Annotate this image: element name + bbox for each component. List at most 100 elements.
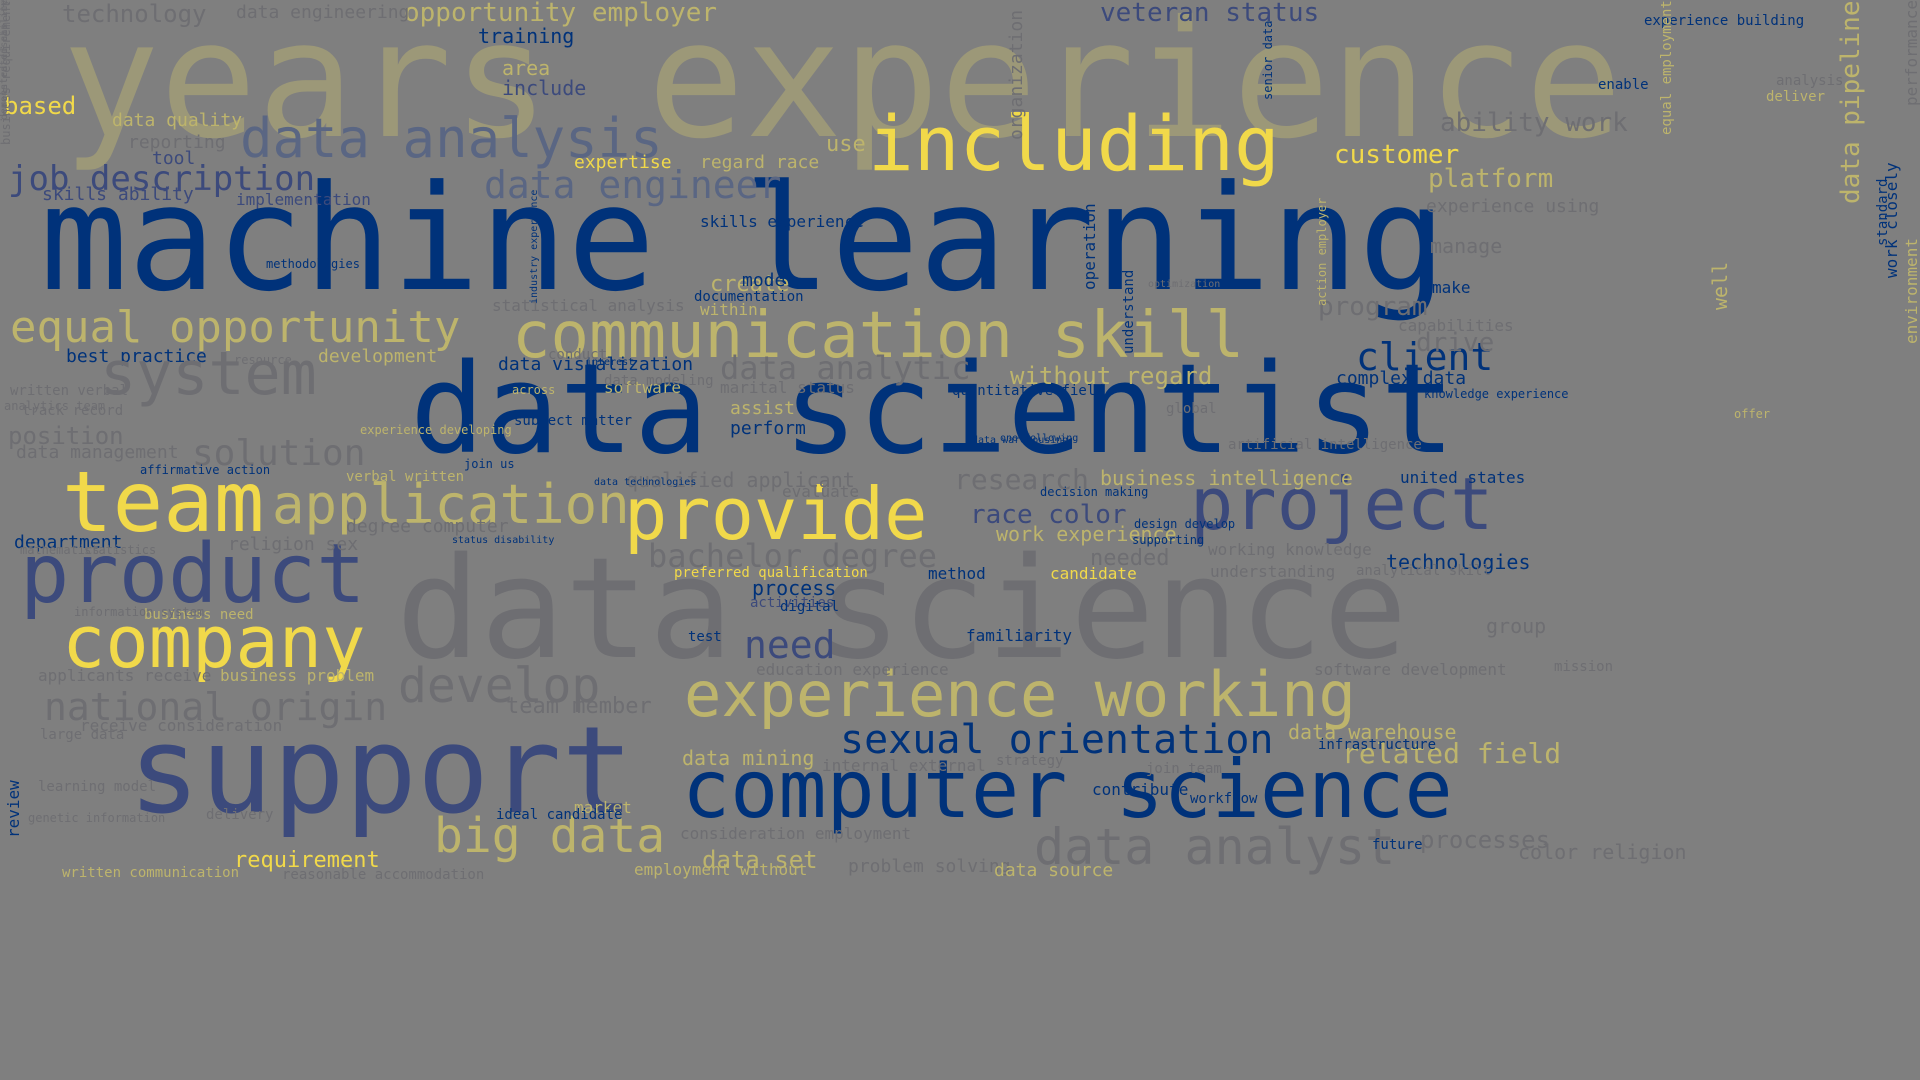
word-religion-sex: religion sex: [228, 534, 359, 555]
word-contribute: contribute: [1092, 780, 1189, 799]
word-process: process: [752, 576, 837, 600]
word-data-warehouse: data warehouse: [1288, 720, 1457, 744]
word-data-scientist: data scientist: [410, 338, 1456, 482]
word-well: well: [1708, 261, 1732, 310]
word-years-experience: years experience: [62, 0, 1623, 175]
word-development: development: [318, 346, 438, 367]
word-optimization: optimization: [1148, 279, 1221, 290]
word-future: future: [1372, 837, 1423, 853]
word-understand: understand: [1121, 269, 1137, 354]
word-data-set: data set: [702, 846, 818, 874]
word-data-analytic: data analytic: [720, 349, 971, 387]
word-affirmative-action: affirmative action: [140, 463, 271, 477]
word-project: project: [1190, 462, 1494, 546]
word-degree-computer: degree computer: [346, 516, 509, 537]
word-training: training: [478, 24, 575, 48]
word-offer: offer: [1734, 407, 1771, 421]
word-job-description: job description: [8, 159, 316, 199]
word-interest: interest: [586, 357, 635, 368]
word-machine-learning: machine learning: [40, 154, 1447, 324]
word-employment-without: employment without: [634, 860, 808, 879]
word-verbal-written: verbal written: [346, 469, 465, 485]
word-without-regard: without regard: [1010, 362, 1213, 390]
word-resource: resource: [234, 353, 292, 367]
word-bachelor-degree: bachelor degree: [648, 537, 937, 575]
word-method: method: [928, 564, 986, 583]
word-data-pipeline: data pipeline: [1836, 0, 1866, 204]
word-marital-status: marital status: [720, 378, 855, 397]
word-business-intelligence: business intelligence: [1100, 466, 1353, 490]
word-experience-developing: experience developing: [360, 423, 512, 437]
word-experience-working: experience working: [684, 658, 1356, 731]
word-data-visualization: data visualization: [498, 354, 694, 375]
word-activities: activities: [750, 595, 835, 611]
word-organization: organization: [1006, 9, 1027, 140]
word-equal-opportunity: equal opportunity: [10, 302, 461, 353]
word-digital: digital: [780, 599, 840, 615]
word-client: client: [1356, 335, 1494, 379]
word-environment: environment: [1902, 238, 1920, 344]
word-product: product: [20, 527, 366, 622]
word-test: test: [688, 629, 722, 645]
word-team-member: team member: [506, 694, 652, 719]
word-artificial-intelligence: artificial intelligence: [1228, 437, 1422, 453]
word-data-quality: data quality: [112, 110, 243, 131]
word-delivery: delivery: [206, 807, 274, 823]
word-applicants-receive: applicants receive: [38, 666, 212, 685]
word-consideration-employment: consideration employment: [680, 824, 912, 843]
word-problem-solving: problem solving: [848, 856, 1011, 877]
word-data-science: data science: [396, 528, 1408, 691]
word-business-problem: business problem: [220, 666, 375, 685]
word-senior-data: senior data: [1261, 20, 1275, 100]
word-application: application: [272, 473, 630, 536]
word-work-closely: work closely: [1882, 162, 1901, 278]
word-perform: perform: [730, 418, 806, 439]
word-department: department: [14, 532, 123, 553]
word-methodologies: methodologies: [266, 257, 360, 271]
word-assist: assist: [730, 398, 796, 419]
word-data-management: data management: [16, 442, 179, 463]
word-veteran-status: veteran status: [1100, 0, 1320, 28]
word-big-data: big data: [434, 808, 666, 864]
word-reporting: reporting: [128, 132, 226, 153]
word-review: review: [4, 780, 23, 838]
word-ideal-candidate: ideal candidate: [496, 807, 623, 823]
word-company: company: [62, 600, 366, 684]
word-regard-race: regard race: [700, 152, 820, 173]
word-large-data: large data: [40, 727, 125, 743]
word-customer: customer: [1334, 140, 1460, 170]
word-make: make: [1432, 278, 1471, 297]
word-receive-consideration: receive consideration: [80, 716, 283, 735]
word-understanding: understanding: [1210, 562, 1336, 581]
word-qualified-applicant: qualified applicant: [626, 468, 855, 492]
word-solution: solution: [192, 433, 366, 474]
word-system: system: [100, 339, 317, 409]
word-design-develop: design develop: [1134, 517, 1236, 531]
word-manage: manage: [1430, 234, 1503, 258]
word-drive: drive: [1416, 328, 1495, 358]
word-united-states: united states: [1400, 468, 1526, 487]
word-preferred-qualification: preferred qualification: [674, 565, 868, 581]
word-based: based: [4, 92, 77, 120]
word-needed: needed: [1090, 546, 1170, 571]
word-within: within: [700, 300, 758, 319]
word-include: include: [502, 76, 587, 100]
word-use: use: [826, 132, 866, 157]
word-market: market: [574, 798, 632, 817]
word-opportunity-employer: opportunity employer: [404, 0, 718, 28]
word-learning-model: learning model: [38, 779, 157, 795]
word-national-origin: national origin: [44, 685, 388, 729]
word-education-experience: education experience: [756, 660, 949, 679]
word-support: support: [128, 702, 634, 841]
word-workflow: workflow: [1190, 791, 1258, 807]
word-need: need: [744, 623, 836, 667]
word-evaluate: evaluate: [782, 482, 860, 501]
word-statistical-analysis: statistical analysis: [492, 296, 685, 315]
word-data-mining: data mining: [682, 746, 815, 770]
word-complex-data: complex data: [1336, 368, 1467, 389]
word-supporting: supporting: [1132, 533, 1205, 547]
word-documentation: documentation: [694, 289, 804, 305]
word-skills-ability: skills ability: [42, 184, 194, 205]
word-research: research: [954, 463, 1089, 496]
